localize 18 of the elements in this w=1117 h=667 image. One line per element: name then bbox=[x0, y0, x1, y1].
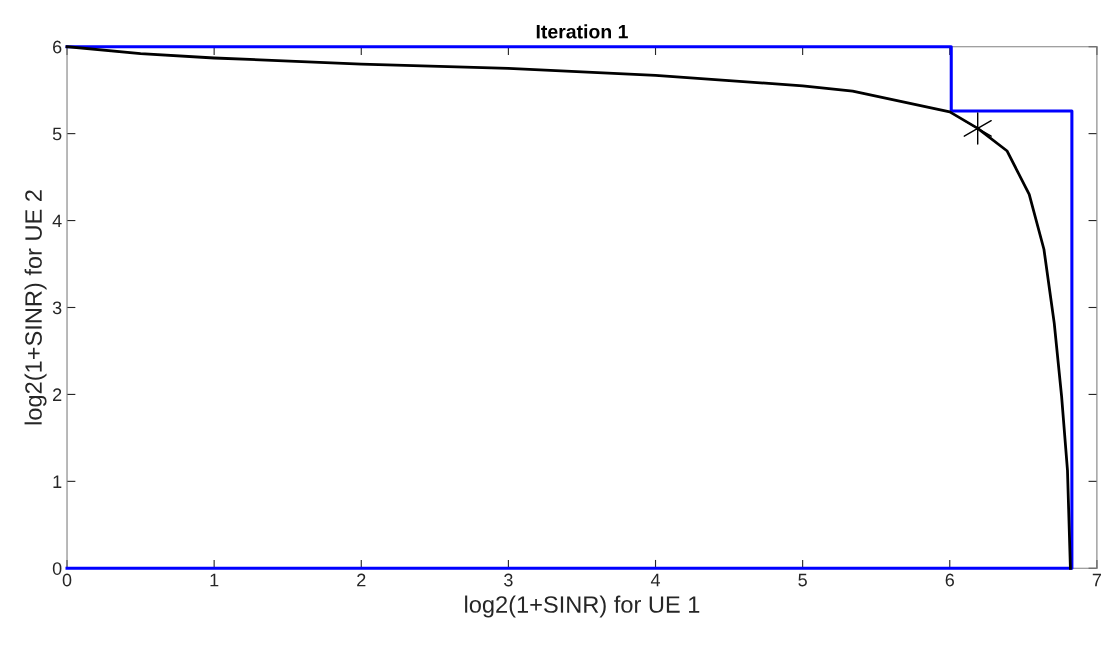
y-tick-label: 4 bbox=[52, 214, 62, 228]
x-axis-title: log2(1+SINR) for UE 1 bbox=[465, 595, 700, 618]
y-axis-title: log2(1+SINR) for UE 2 bbox=[24, 190, 47, 425]
x-tick-label: 2 bbox=[357, 573, 366, 587]
y-tick-label: 0 bbox=[52, 562, 62, 575]
x-tick-label: 4 bbox=[650, 573, 661, 587]
x-tick-label: 0 bbox=[62, 573, 72, 587]
y-tick-label: 6 bbox=[53, 40, 62, 54]
x-tick-label: 1 bbox=[210, 573, 219, 587]
y-tick-label: 5 bbox=[52, 127, 62, 141]
chart-title: Iteration 1 bbox=[536, 24, 628, 39]
x-tick-label: 7 bbox=[1092, 573, 1102, 587]
y-tick-label: 3 bbox=[52, 301, 62, 315]
y-tick-label: 1 bbox=[53, 475, 62, 488]
x-tick-label: 3 bbox=[504, 573, 513, 587]
y-tick-label: 2 bbox=[53, 388, 62, 401]
x-tick-label: 5 bbox=[798, 573, 807, 587]
x-tick-label: 6 bbox=[945, 573, 954, 587]
